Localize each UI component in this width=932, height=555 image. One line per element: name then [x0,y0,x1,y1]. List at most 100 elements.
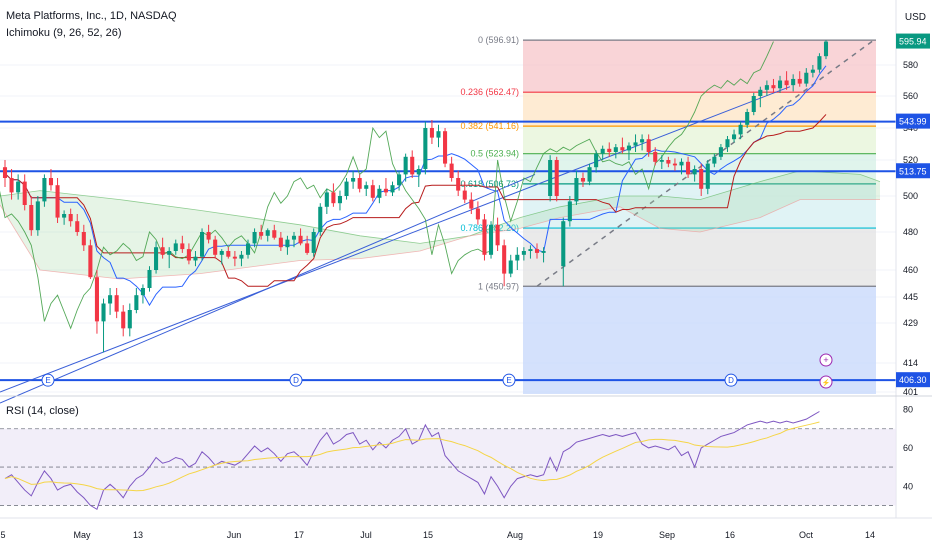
candle-body [160,247,165,255]
candle-body [764,85,769,90]
rsi-axis-tick: 40 [903,481,913,491]
time-axis-tick: Jul [360,530,372,540]
rsi-axis-tick: 60 [903,443,913,453]
time-axis-tick: 16 [725,530,735,540]
kijun-sen-line [4,114,827,287]
price-axis-tick: 520 [903,155,918,165]
price-label-tag [896,113,930,129]
candle-body [48,178,54,186]
price-axis-tick: 414 [903,358,918,368]
candle-body [626,145,631,151]
event-marker-label: D [293,376,299,385]
candle-body [823,41,829,57]
candle-body [515,254,520,261]
candle-body [2,167,8,178]
candle-body [777,80,783,89]
candle-body [357,178,362,189]
candle-body [193,256,198,261]
candle-body [488,224,494,255]
candle-body [403,156,408,175]
candle-body [692,169,697,175]
fib-zone [523,92,876,127]
candle-body [81,232,86,246]
candle-body [245,243,251,255]
candle-body [272,230,277,238]
plus-marker-label: + [823,355,828,365]
fib-level-label: 1 (450.97) [478,281,519,291]
price-axis-tick: 401 [903,387,918,397]
price-axis-tick: 500 [903,191,918,201]
candle-body [751,96,756,112]
candle-body [462,190,467,200]
time-axis-tick: 19 [593,530,603,540]
candle-body [377,188,382,198]
rsi-label[interactable]: RSI (14, close) [6,405,79,417]
candle-body [9,178,14,193]
time-axis-tick: 15 [423,530,433,540]
candle-body [804,72,809,84]
candle-body [725,139,730,148]
indicator-label[interactable]: Ichimoku (9, 26, 52, 26) [6,27,122,39]
time-axis-tick: May [73,530,91,540]
candle-body [173,243,178,251]
symbol-title: Meta Platforms, Inc., 1D, NASDAQ [6,10,177,22]
candle-body [252,232,257,244]
candle-body [259,232,264,236]
candle-body [278,237,283,248]
candle-body [718,147,723,157]
candle-body [613,147,618,152]
candle-body [134,295,139,310]
candle-body [712,156,717,164]
candle-body [534,249,540,253]
candle-body [672,163,677,166]
candle-body [705,163,710,189]
candle-body [541,251,546,253]
candle-body [567,201,572,222]
fib-zone [523,40,876,93]
candle-body [659,160,664,162]
time-axis-tick: Aug [507,530,523,540]
event-marker-label: E [45,376,50,385]
senkou-span-a [0,170,881,244]
candle-body [502,245,507,274]
fib-level-label: 0.382 (541.16) [460,121,519,131]
candle-body [738,124,743,135]
candle-body [337,196,343,204]
candle-body [311,232,316,253]
candle-body [600,148,605,154]
candle-body [456,178,461,191]
candle-body [528,249,533,251]
price-axis-tick: 445 [903,292,918,302]
price-label-text: 543.99 [899,117,927,127]
candle-body [331,192,336,204]
currency-label: USD [904,12,926,23]
candle-body [666,160,671,164]
time-axis-tick: Jun [227,530,242,540]
candle-body [114,295,119,312]
candle-body [607,148,612,152]
flash-marker [819,375,833,389]
time-axis-tick: Sep [659,530,675,540]
candle-body [679,161,684,166]
candle-body [291,235,297,240]
price-axis-tick: 580 [903,60,918,70]
candle-body [94,277,99,322]
fib-zone [523,183,876,229]
event-marker-label: D [728,376,734,385]
candle-body [186,249,191,261]
candle-body [646,139,651,152]
price-axis-tick: 560 [903,91,918,101]
candle-body [29,205,34,231]
candle-body [521,251,526,255]
candle-body [344,181,349,196]
flash-marker-label: ⚡ [822,378,831,387]
candle-body [797,78,802,84]
candle-body [429,128,434,138]
event-marker [289,373,303,387]
candle-body [620,147,625,151]
candle-body [397,174,402,186]
price-axis-tick: 480 [903,227,918,237]
candle-body [370,185,375,198]
